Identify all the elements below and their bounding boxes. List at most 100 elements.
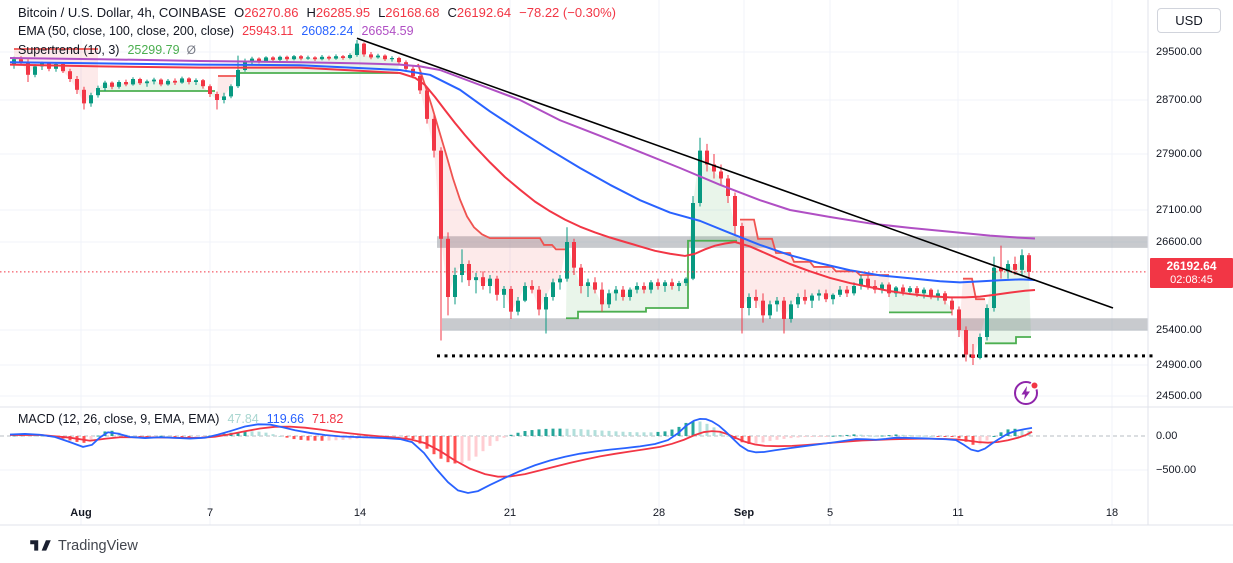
macd-histogram-bar [474,436,478,457]
price-axis[interactable]: 29500.00 28700.00 27900.00 27100.00 26600.00… [0,0,1233,525]
time-axis-label: 5 [826,507,834,519]
macd-histogram-bar [292,436,296,440]
price-axis-label: 29500.00 [1156,45,1202,58]
macd-histogram-bar [866,435,870,437]
price-axis-label: −500.00 [1156,463,1197,476]
ohlc-key: H [306,5,316,20]
ohlc-key: C [447,5,457,20]
macd-histogram-bar [845,434,849,436]
candle [299,56,303,59]
macd-values: 47.84 119.66 71.82 [219,412,343,426]
notification-dot [1031,382,1038,389]
candle [1027,255,1031,272]
tradingview-logo[interactable]: TradingView [30,538,138,554]
supertrend-line [985,336,1031,345]
candle [971,354,975,358]
macd-histogram-bar [698,421,702,436]
candle [306,57,310,59]
candle [327,56,331,59]
macd-value-0: 47.84 [227,412,259,426]
candle [173,80,177,83]
candle [257,58,261,61]
macd-histogram-bar [285,436,289,438]
supertrend-fill [740,219,889,319]
macd-histogram-bar [593,430,597,436]
ema-legend-title: EMA (50, close, 100, close, 200, close) [18,24,235,38]
candle [341,56,345,58]
candle [110,82,114,87]
macd-histogram-bar [397,436,401,438]
candle [131,79,135,85]
macd-histogram-bar [572,428,576,436]
candle [208,86,212,94]
macd-histogram-bar [880,435,884,437]
candle [824,293,828,300]
macd-main-line [9,417,1033,494]
candle [453,275,457,297]
macd-histogram-bar [719,431,723,436]
macd-histogram-bar [761,436,765,443]
candle [789,304,793,319]
macd-legend-row[interactable]: MACD (12, 26, close, 9, EMA, EMA) 47.84 1… [18,412,343,431]
supertrend-legend-row[interactable]: Supertrend (10, 3) 25299.79 Ø [18,43,616,62]
last-price-value: 26192.64 [1166,259,1217,273]
change-value: −78.22 (−0.30%) [519,5,617,20]
macd-histogram-bar [33,435,37,437]
ema200-line [9,57,1036,240]
macd-histogram-bar [166,435,170,437]
ema-value-1: 26082.24 [301,24,354,38]
candle [621,289,625,297]
supertrend-fill [985,255,1031,344]
ema-legend-row[interactable]: EMA (50, close, 100, close, 200, close) … [18,24,616,43]
price-axis-label: 24900.00 [1156,358,1202,371]
macd-histogram-bar [537,429,541,436]
candle [313,57,317,60]
candle [362,43,366,55]
macd-histogram-bar [607,430,611,436]
macd-histogram-bar [817,436,821,437]
candle [215,94,219,100]
tradingview-logo-text: TradingView [58,538,138,554]
candle [166,80,170,85]
macd-histogram-bar [691,421,695,436]
macd-histogram-bar [747,436,751,444]
candle [236,70,240,87]
candle [565,242,569,279]
macd-histogram-bar [271,434,275,436]
macd-histogram-bar [635,432,639,436]
candle [33,66,37,75]
candle [271,57,275,60]
candle [544,297,548,310]
macd-histogram-bar [96,435,100,437]
macd-histogram-bar [418,436,422,444]
candle [194,80,198,82]
candle [320,56,324,60]
candle [600,289,604,305]
macd-histogram-bar [978,436,982,445]
candle [145,81,149,84]
macd-histogram-bar [992,435,996,437]
instant-trading-button[interactable] [1014,381,1039,405]
candle [1006,264,1010,272]
macd-histogram-bar [579,429,583,436]
symbol-legend-row[interactable]: Bitcoin / U.S. Dollar, 4h, COINBASE O262… [18,5,616,24]
candle [642,286,646,290]
candle [523,286,527,301]
ohlc-pair: H26285.95 [306,5,370,20]
time-axis[interactable]: Aug 7 14 21 28 Sep 5 11 18 [0,507,1233,525]
macd-histogram-bar [663,431,667,436]
macd-histogram-bar [145,436,149,437]
candle [572,242,576,268]
support-resistance-zone [437,236,1148,248]
ohlc-key: L [378,5,386,20]
macd-histogram-bar [306,436,310,441]
macd-histogram-bar [509,434,513,436]
candle [586,282,590,286]
macd-histogram-bar [565,428,569,436]
macd-histogram-bar [502,436,506,438]
ohlc-value: 26192.64 [456,5,512,20]
currency-toggle-button[interactable]: USD [1157,8,1221,33]
time-axis-label: 28 [652,507,666,519]
macd-histogram-bar [726,435,730,437]
